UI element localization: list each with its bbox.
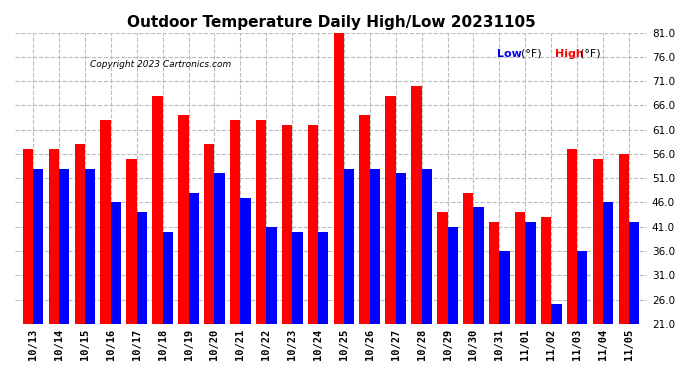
Bar xyxy=(308,125,318,375)
Bar xyxy=(422,168,432,375)
Bar xyxy=(448,227,458,375)
Bar xyxy=(101,120,111,375)
Bar xyxy=(49,149,59,375)
Bar xyxy=(411,86,422,375)
Bar xyxy=(500,251,510,375)
Bar xyxy=(603,202,613,375)
Text: Low: Low xyxy=(497,49,522,59)
Bar xyxy=(370,168,380,375)
Bar xyxy=(629,222,639,375)
Bar xyxy=(75,144,85,375)
Bar xyxy=(230,120,240,375)
Bar xyxy=(593,159,603,375)
Bar xyxy=(525,222,535,375)
Bar xyxy=(215,173,225,375)
Bar xyxy=(551,304,562,375)
Bar xyxy=(126,159,137,375)
Text: (°F): (°F) xyxy=(521,49,542,59)
Bar xyxy=(473,207,484,375)
Bar xyxy=(318,232,328,375)
Text: High: High xyxy=(555,49,584,59)
Bar xyxy=(489,222,500,375)
Bar xyxy=(152,96,163,375)
Text: Copyright 2023 Cartronics.com: Copyright 2023 Cartronics.com xyxy=(90,60,231,69)
Bar xyxy=(85,168,95,375)
Bar xyxy=(282,125,292,375)
Bar xyxy=(33,168,43,375)
Bar xyxy=(437,212,448,375)
Bar xyxy=(266,227,277,375)
Bar xyxy=(292,232,302,375)
Bar xyxy=(577,251,587,375)
Bar xyxy=(23,149,33,375)
Bar xyxy=(256,120,266,375)
Bar xyxy=(137,212,147,375)
Bar xyxy=(163,232,173,375)
Title: Outdoor Temperature Daily High/Low 20231105: Outdoor Temperature Daily High/Low 20231… xyxy=(127,15,535,30)
Bar xyxy=(240,198,250,375)
Bar xyxy=(59,168,70,375)
Bar xyxy=(463,193,473,375)
Bar xyxy=(618,154,629,375)
Bar xyxy=(359,115,370,375)
Bar xyxy=(344,168,355,375)
Bar xyxy=(333,33,344,375)
Bar xyxy=(178,115,188,375)
Bar xyxy=(541,217,551,375)
Bar xyxy=(515,212,525,375)
Bar xyxy=(188,193,199,375)
Bar xyxy=(396,173,406,375)
Text: (°F): (°F) xyxy=(580,49,600,59)
Bar xyxy=(204,144,215,375)
Bar xyxy=(386,96,396,375)
Bar xyxy=(111,202,121,375)
Bar xyxy=(566,149,577,375)
